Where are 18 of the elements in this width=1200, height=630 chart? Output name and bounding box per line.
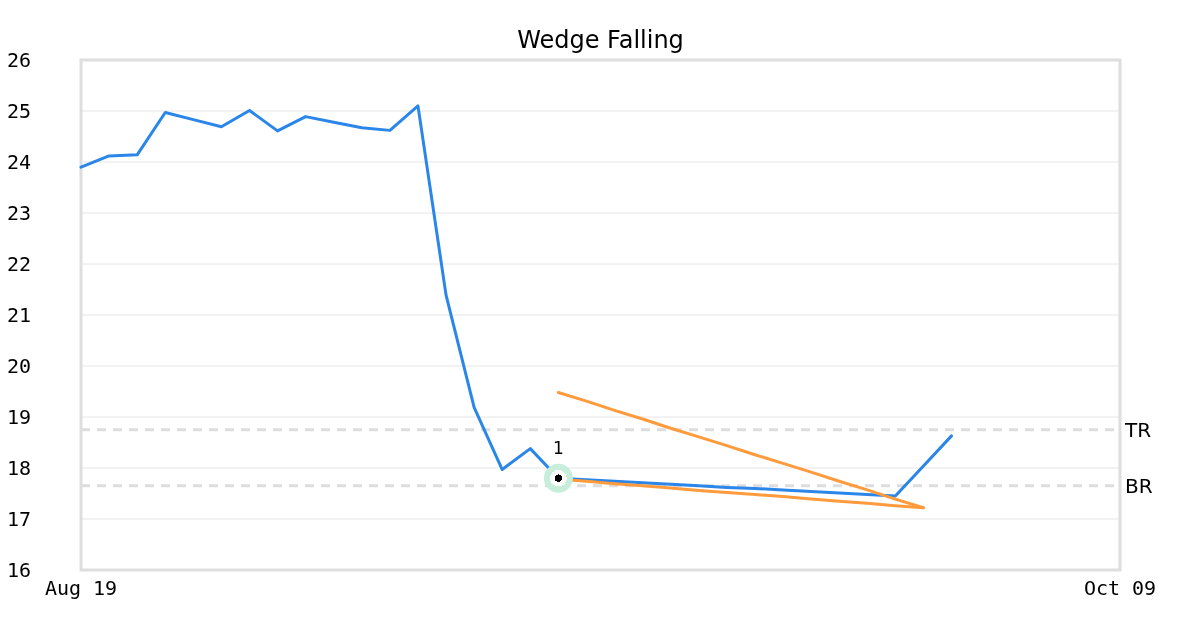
y-tick-label: 19 <box>6 405 31 429</box>
x-tick-label: Aug 19 <box>44 576 118 600</box>
y-tick-label: 17 <box>6 507 31 531</box>
y-tick-label: 21 <box>6 303 31 327</box>
y-tick-label: 24 <box>6 150 31 174</box>
ref-line-label: BR <box>1125 473 1153 498</box>
y-tick-label: 20 <box>6 354 31 378</box>
y-tick-label: 22 <box>6 252 31 276</box>
y-tick-label: 26 <box>6 48 31 72</box>
ref-line-label: TR <box>1124 417 1152 442</box>
y-tick-label: 18 <box>6 456 31 480</box>
y-tick-label: 25 <box>6 99 31 123</box>
annotation: 1 <box>552 438 564 459</box>
line-series <box>79 104 954 498</box>
y-tick-label: 23 <box>6 201 31 225</box>
y-tick-label: 16 <box>6 558 31 582</box>
x-tick-label: Oct 09 <box>1083 576 1157 600</box>
chart-title: Wedge Falling <box>517 26 684 54</box>
